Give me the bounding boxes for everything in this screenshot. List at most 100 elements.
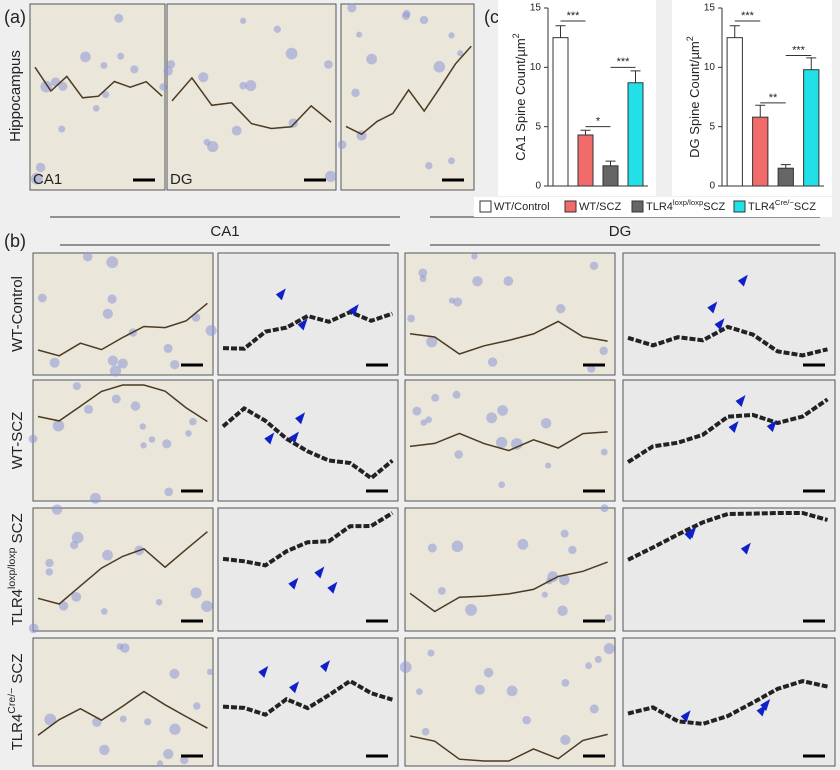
column-header: CA1 [210,223,239,240]
nucleus [185,430,192,437]
dendrite [37,302,208,357]
panel-label: (b) [4,231,26,251]
nucleus [465,603,478,616]
nucleus [231,125,242,136]
nucleus [169,668,180,679]
error-bar [806,57,817,70]
dendrite [222,678,393,717]
nucleus [163,748,174,760]
micrograph [404,504,616,632]
nucleus [159,83,167,91]
nucleus [273,25,281,33]
image-frame [32,379,214,502]
error-bar [755,104,766,118]
error-bar [630,70,641,83]
arrowhead [760,699,771,712]
nucleus [84,404,94,414]
nucleus [453,297,463,307]
y-tick-label: 0 [535,181,541,192]
dendrite [221,405,394,481]
micrograph [28,504,214,634]
nucleus [541,591,548,598]
nucleus [448,297,455,304]
legend-swatch [733,200,746,213]
nucleus [556,303,566,314]
nucleus [207,141,219,153]
image-label: CA1 [33,171,62,188]
nucleus [107,355,119,366]
nucleus [89,492,101,504]
nucleus [495,436,508,449]
nucleus [419,15,429,25]
superscript: 2 [685,36,695,41]
arrowhead [275,288,286,301]
nucleus [205,325,217,336]
arrowhead [288,577,299,590]
arrowhead [684,527,695,540]
y-axis-label: CA1 Spine Count/µm2 [511,33,528,160]
significance-label: *** [567,10,581,22]
dendrite [409,561,608,613]
nucleus [498,481,506,489]
dendrite [345,45,472,136]
nucleus [130,401,141,411]
dendrite [627,679,828,726]
nucleus [431,393,440,402]
micrograph [337,3,475,191]
bar [627,82,644,187]
nucleus [117,358,128,369]
text-part: SCZ [703,201,725,213]
nucleus [324,60,333,69]
nucleus [189,417,197,426]
nucleus [497,405,508,416]
micrograph [217,507,399,632]
nucleus [58,81,68,91]
text-part: CA1 Spine Count/µm [513,38,528,160]
nucleus [437,587,446,595]
arrowhead [297,318,308,331]
nucleus [71,591,82,602]
arrowhead [327,581,338,594]
y-tick-label: 10 [704,62,716,73]
nucleus [239,17,247,24]
nucleus [540,418,552,429]
nucleus [148,436,156,443]
nucleus [102,308,113,319]
panel-label: (a) [4,7,26,27]
bar [552,37,569,187]
nucleus [457,50,464,57]
image-frame [166,3,337,191]
nucleus [399,661,412,673]
row-label: TLR4loxp/loxp SCZ [6,513,26,625]
bar [726,37,743,187]
nucleus [155,598,163,606]
nucleus [506,685,518,697]
micrographs [28,3,836,767]
dendrite [409,733,608,762]
bar [752,116,769,187]
nucleus [102,549,113,561]
nucleus [162,439,172,449]
nucleus [407,314,415,323]
nucleus [107,294,117,304]
nucleus [71,531,84,544]
nucleus [325,170,337,182]
nucleus [50,77,61,87]
micrograph [404,252,616,376]
legend-swatch [631,200,644,213]
nucleus [427,543,437,553]
image-frame [217,379,399,502]
text-part: TLR4 [748,201,775,213]
nucleus [483,667,494,678]
nucleus [587,364,596,373]
nucleus [585,662,592,670]
image-frame [622,379,836,502]
image-label: DG [170,171,193,188]
nucleus [356,31,363,38]
dendrite [626,397,829,464]
legend-label: TLR4Cre/−SCZ [748,198,816,213]
nucleus [401,11,411,20]
image-frame [622,507,836,632]
